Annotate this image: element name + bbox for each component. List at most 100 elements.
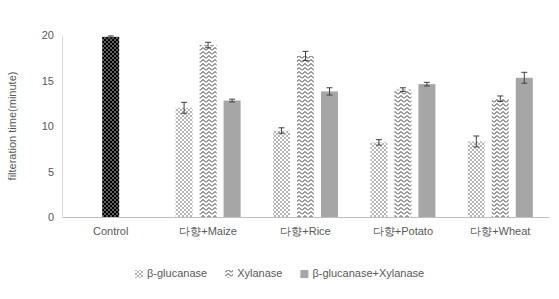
legend-label: β-glucanase bbox=[147, 267, 207, 279]
bar bbox=[200, 45, 217, 217]
x-tick-label: 다향+Wheat bbox=[470, 225, 530, 237]
error-bar-cap bbox=[424, 82, 430, 83]
bar bbox=[224, 101, 241, 217]
error-bar bbox=[205, 42, 211, 47]
error-bar bbox=[473, 136, 479, 147]
error-bar-stem bbox=[184, 102, 185, 113]
error-bar-cap bbox=[473, 136, 479, 137]
error-bar-cap bbox=[108, 37, 114, 38]
y-axis-line bbox=[62, 36, 63, 218]
bar bbox=[516, 78, 533, 217]
error-bar-cap bbox=[303, 60, 309, 61]
plot: 0 5 10 15 20 Control 다향+Maize 다향+Rice 다향+Potato 다… bbox=[42, 29, 550, 237]
x-axis: Control 다향+Maize 다향+Rice 다향+Potato 다향+Wheat bbox=[63, 217, 550, 237]
error-bar-cap bbox=[521, 83, 527, 84]
error-bar-stem bbox=[329, 88, 330, 95]
error-bar-cap bbox=[327, 95, 333, 96]
error-bar-cap bbox=[400, 91, 406, 92]
error-bar-stem bbox=[524, 72, 525, 83]
error-bar-cap bbox=[279, 133, 285, 134]
legend-swatch bbox=[300, 270, 308, 278]
bar bbox=[418, 84, 435, 217]
bar bbox=[468, 141, 485, 217]
y-tick-label: 15 bbox=[42, 75, 54, 87]
y-tick: 0 bbox=[48, 211, 62, 223]
x-tick: Control bbox=[93, 217, 128, 237]
error-bar-stem bbox=[305, 51, 306, 60]
legend-label: β-glucanase+Xylanase bbox=[312, 267, 424, 279]
error-bar-cap bbox=[376, 145, 382, 146]
bar bbox=[102, 37, 119, 217]
error-bar-cap bbox=[229, 101, 235, 102]
error-bar-cap bbox=[181, 113, 187, 114]
error-bar-cap bbox=[181, 102, 187, 103]
bars bbox=[102, 36, 533, 217]
error-bar-cap bbox=[497, 95, 503, 96]
error-bar-cap bbox=[497, 101, 503, 102]
x-tick-label: 다향+Maize bbox=[179, 225, 237, 237]
error-bar bbox=[108, 36, 114, 38]
legend-item: Xylanase bbox=[225, 267, 282, 279]
error-bar-stem bbox=[378, 140, 379, 145]
error-bar-cap bbox=[521, 72, 527, 73]
x-tick-label: 다향+Rice bbox=[280, 225, 330, 237]
error-bar bbox=[497, 96, 503, 101]
error-bar bbox=[376, 140, 382, 145]
y-tick-label: 20 bbox=[42, 29, 54, 41]
error-bar-cap bbox=[279, 127, 285, 128]
y-axis: 0 5 10 15 20 bbox=[42, 29, 63, 223]
error-bar-stem bbox=[402, 88, 403, 92]
legend: β-glucanase Xylanase β-glucanase+Xylanase bbox=[135, 267, 424, 279]
legend-swatch bbox=[135, 270, 143, 278]
error-bar-cap bbox=[473, 146, 479, 147]
bar bbox=[492, 99, 509, 217]
error-bar bbox=[521, 72, 527, 83]
bar bbox=[176, 108, 193, 217]
error-bar-stem bbox=[500, 96, 501, 101]
x-tick: 다향+Maize bbox=[179, 217, 237, 237]
error-bar-stem bbox=[426, 82, 427, 86]
bar bbox=[394, 90, 411, 217]
error-bar-stem bbox=[208, 42, 209, 47]
error-bar bbox=[400, 88, 406, 92]
legend-item: β-glucanase bbox=[135, 267, 207, 279]
y-axis-title: filteration time(minute) bbox=[6, 72, 18, 181]
error-bar bbox=[303, 51, 309, 60]
x-tick: 다향+Wheat bbox=[470, 217, 530, 237]
error-bar-cap bbox=[424, 85, 430, 86]
error-bar-cap bbox=[205, 47, 211, 48]
bar bbox=[273, 131, 290, 217]
y-tick-label: 10 bbox=[42, 120, 54, 132]
legend-swatch bbox=[225, 270, 233, 278]
x-tick: 다향+Rice bbox=[280, 217, 330, 237]
y-tick: 5 bbox=[48, 166, 62, 178]
error-bar bbox=[279, 128, 285, 133]
x-axis-line bbox=[63, 217, 550, 218]
y-tick: 15 bbox=[42, 75, 62, 87]
error-bar bbox=[327, 88, 333, 95]
y-tick: 20 bbox=[42, 29, 62, 41]
error-bar-cap bbox=[205, 42, 211, 43]
bar bbox=[297, 56, 314, 217]
error-bar-stem bbox=[476, 136, 477, 147]
bar bbox=[370, 142, 387, 217]
error-bar bbox=[424, 82, 430, 86]
x-tick: 다향+Potato bbox=[373, 217, 433, 237]
y-tick-label: 0 bbox=[48, 211, 54, 223]
legend-item: β-glucanase+Xylanase bbox=[300, 267, 424, 279]
error-bar-cap bbox=[108, 35, 114, 36]
x-tick-label: 다향+Potato bbox=[373, 225, 433, 237]
error-bar bbox=[229, 99, 235, 102]
error-bar-cap bbox=[229, 99, 235, 100]
error-bar-cap bbox=[303, 51, 309, 52]
chart: 0 5 10 15 20 Control 다향+Maize 다향+Rice 다향+Potato 다… bbox=[0, 0, 559, 299]
error-bar-stem bbox=[281, 128, 282, 133]
error-bar-cap bbox=[400, 87, 406, 88]
error-bar bbox=[181, 102, 187, 113]
y-tick: 10 bbox=[42, 120, 62, 132]
legend-label: Xylanase bbox=[237, 267, 282, 279]
x-tick-label: Control bbox=[93, 225, 128, 237]
error-bar-cap bbox=[327, 87, 333, 88]
bar bbox=[321, 91, 338, 217]
y-tick-label: 5 bbox=[48, 166, 54, 178]
